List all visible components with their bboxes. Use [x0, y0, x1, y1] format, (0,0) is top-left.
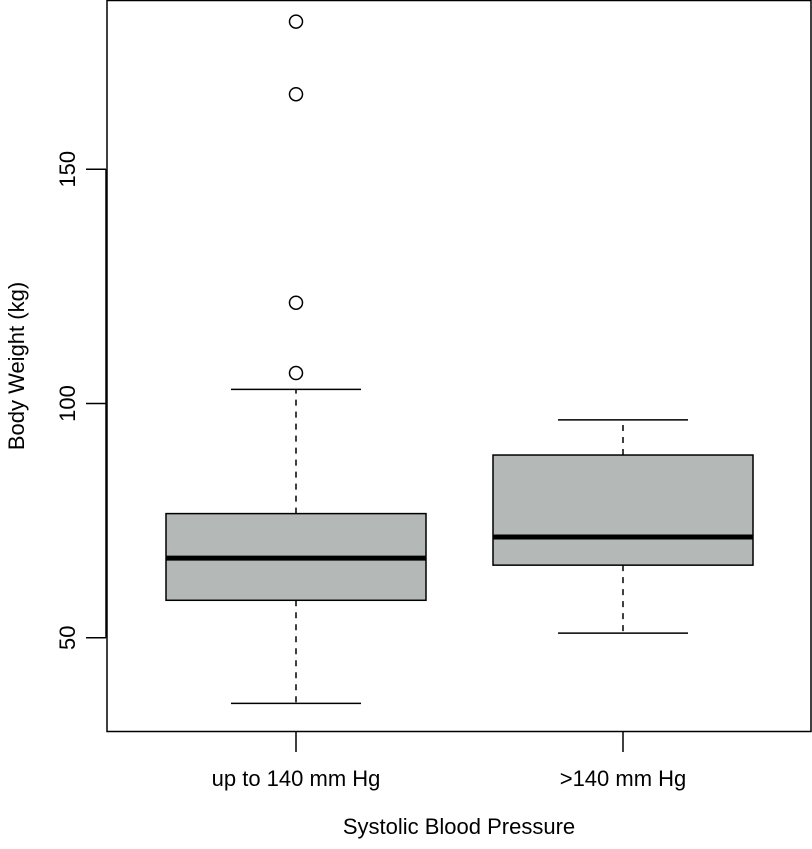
box-group	[165, 14, 427, 705]
outlier-point	[288, 14, 304, 29]
box-group	[492, 419, 754, 634]
boxes-layer	[165, 14, 754, 705]
iqr-box	[492, 454, 754, 566]
y-tick-label: 100	[55, 385, 80, 422]
x-tick-label: up to 140 mm Hg	[212, 766, 381, 791]
x-tick-label: >140 mm Hg	[560, 766, 687, 791]
outlier-point	[288, 365, 304, 381]
x-axis-title: Systolic Blood Pressure	[343, 814, 575, 839]
outlier-point	[288, 295, 304, 310]
y-tick-label: 50	[55, 626, 80, 650]
y-axis-title: Body Weight (kg)	[4, 282, 29, 450]
outlier-point	[288, 86, 304, 102]
x-axis: up to 140 mm Hg >140 mm Hg	[212, 732, 687, 791]
y-axis: 50 100 150	[55, 151, 107, 650]
plot-frame	[106, 0, 812, 733]
y-tick-label: 150	[55, 151, 80, 188]
